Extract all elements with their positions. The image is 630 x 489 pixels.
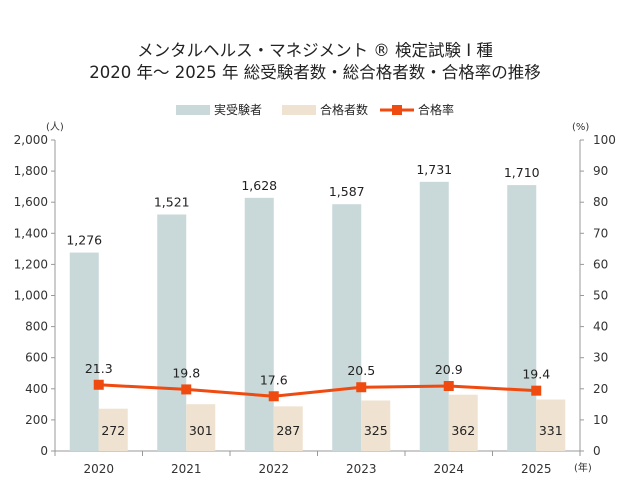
rate-value-label: 21.3 <box>85 361 113 376</box>
legend-swatch-passers <box>282 105 316 115</box>
chart-title: メンタルヘルス・マネジメント ® 検定試験 Ⅰ 種 <box>137 41 493 60</box>
examinee-bar <box>69 252 99 451</box>
examinee-value-label: 1,710 <box>504 165 540 180</box>
rate-value-label: 19.8 <box>172 365 200 380</box>
axes: 02004006008001,0001,2001,4001,6001,8002,… <box>14 121 616 476</box>
rate-point <box>93 379 104 390</box>
examinee-value-label: 1,587 <box>329 184 365 199</box>
legend-swatch-examinees <box>176 105 210 115</box>
passer-bar <box>98 408 128 451</box>
right-axis-tick-label: 30 <box>593 351 608 365</box>
data-labels: 1,276 272 1,521 301 1,628 287 1,587 325 1,731 362… <box>66 162 562 438</box>
rate-series-line <box>98 383 537 398</box>
chart-subtitle: 2020 年〜 2025 年 総受験者数・総合格者数・合格率の推移 <box>89 63 541 82</box>
passer-value-label: 331 <box>539 423 563 438</box>
rate-line <box>93 379 542 402</box>
right-axis-unit: (%) <box>572 122 589 133</box>
legend-label-examinees: 実受験者 <box>214 102 262 117</box>
rate-point <box>443 381 454 392</box>
rate-value-label: 19.4 <box>522 367 550 382</box>
left-axis-tick-label: 1,800 <box>14 164 48 178</box>
examinee-value-label: 1,521 <box>154 194 190 209</box>
left-axis-tick-label: 1,200 <box>14 257 48 271</box>
left-axis-tick-label: 1,600 <box>14 195 48 209</box>
left-axis-unit: (人) <box>46 121 64 133</box>
passer-bar <box>536 399 566 451</box>
left-axis-tick-label: 800 <box>25 320 48 334</box>
right-axis-tick-label: 20 <box>593 382 608 396</box>
right-axis-tick-label: 40 <box>593 320 608 334</box>
examinee-bar <box>507 185 537 451</box>
rate-point <box>268 391 279 402</box>
passer-bar <box>448 394 478 451</box>
right-axis-tick-label: 80 <box>593 195 608 209</box>
x-axis-tick-label: 2021 <box>171 462 202 476</box>
x-axis-tick-label: 2023 <box>346 462 377 476</box>
left-axis-tick-label: 600 <box>25 351 48 365</box>
rate-value-label: 20.9 <box>435 362 463 377</box>
passer-value-label: 325 <box>364 423 388 438</box>
right-axis-tick-label: 50 <box>593 289 608 303</box>
examinee-value-label: 1,276 <box>66 233 102 248</box>
right-axis-tick-label: 60 <box>593 257 608 271</box>
x-axis-tick-label: 2022 <box>258 462 289 476</box>
right-axis-tick-label: 70 <box>593 226 608 240</box>
passer-value-label: 287 <box>276 423 300 438</box>
left-axis-tick-label: 400 <box>25 382 48 396</box>
x-axis-tick-label: 2020 <box>83 462 114 476</box>
examinee-bar <box>419 181 449 451</box>
legend-marker-rate <box>392 105 402 115</box>
examinee-value-label: 1,628 <box>241 178 277 193</box>
x-axis-tick-label: 2025 <box>521 462 552 476</box>
left-axis-tick-label: 2,000 <box>14 133 48 147</box>
right-axis-tick-label: 90 <box>593 164 608 178</box>
examinee-bar <box>157 214 187 451</box>
left-axis-tick-label: 0 <box>40 444 48 458</box>
passer-bar <box>186 404 216 451</box>
examinee-bar <box>332 204 362 451</box>
left-axis-tick-label: 1,000 <box>14 289 48 303</box>
rate-value-label: 17.6 <box>260 372 288 387</box>
rate-point <box>531 385 542 396</box>
x-axis-unit: (年) <box>574 461 592 474</box>
passer-value-label: 301 <box>189 423 213 438</box>
passer-value-label: 272 <box>101 423 125 438</box>
bars <box>69 181 566 451</box>
right-axis-tick-label: 0 <box>593 444 601 458</box>
passer-value-label: 362 <box>451 423 475 438</box>
x-axis-tick-label: 2024 <box>433 462 464 476</box>
legend-label-passers: 合格者数 <box>320 102 368 117</box>
right-axis-tick-label: 100 <box>593 133 616 147</box>
left-axis-tick-label: 200 <box>25 413 48 427</box>
right-axis-tick-label: 10 <box>593 413 608 427</box>
examinee-bar <box>244 197 274 451</box>
rate-point <box>356 382 367 393</box>
rate-point <box>181 384 192 395</box>
legend-label-rate: 合格率 <box>418 102 454 117</box>
rate-value-label: 20.5 <box>347 363 375 378</box>
passer-bar <box>273 406 303 451</box>
legend: 実受験者 合格者数 合格率 <box>176 102 454 117</box>
passer-bar <box>361 400 391 451</box>
examinee-value-label: 1,731 <box>416 162 452 177</box>
left-axis-tick-label: 1,400 <box>14 226 48 240</box>
